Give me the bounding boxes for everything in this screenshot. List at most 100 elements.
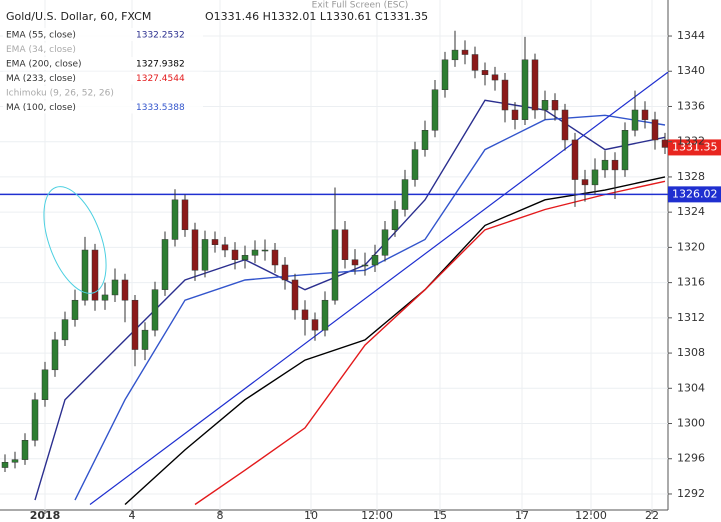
candle-body	[641, 109, 649, 120]
candle-body	[381, 229, 389, 256]
candle-body	[401, 179, 409, 210]
candle-body	[241, 255, 249, 260]
candle-body	[491, 74, 499, 81]
candle-body	[521, 59, 529, 120]
x-tick-label: 22	[645, 509, 659, 522]
candle-body	[321, 299, 329, 331]
legend-value: 1327.4544	[136, 74, 185, 84]
legend-name[interactable]: MA (100, close)	[6, 103, 76, 113]
y-tick-label: 1344	[677, 29, 705, 42]
x-tick-label: 10	[304, 509, 318, 522]
y-tick-label: 1332	[677, 135, 705, 148]
candle-body	[131, 299, 139, 350]
chart-title: Gold/U.S. Dollar, 60, FXCM	[6, 10, 151, 23]
candle-body	[651, 119, 659, 141]
legend-name[interactable]: EMA (55, close)	[6, 31, 76, 41]
candle-body	[101, 294, 109, 301]
candle-body	[461, 49, 469, 55]
candle-body	[351, 259, 359, 266]
legend-name[interactable]: Ichimoku (9, 26, 52, 26)	[6, 89, 114, 99]
candle-body	[341, 229, 349, 260]
candle-body	[201, 239, 209, 271]
hline-price-tag-bg	[668, 186, 721, 203]
candle-body	[481, 70, 489, 76]
candle-body	[91, 249, 99, 301]
x-tick-label: 2018	[30, 509, 61, 522]
y-tick-label: 1328	[677, 170, 705, 183]
candle-body	[1, 462, 9, 468]
last-price-tag: 1331.35	[672, 140, 718, 153]
y-tick-label: 1292	[677, 487, 705, 500]
y-tick-label: 1296	[677, 452, 705, 465]
candle-body	[601, 159, 609, 171]
candle-body	[141, 329, 149, 350]
candle-body	[591, 169, 599, 186]
y-tick-label: 1316	[677, 276, 705, 289]
y-tick-label: 1304	[677, 381, 705, 394]
legend-bg	[3, 86, 103, 99]
legend-bg	[3, 100, 203, 114]
candle-body	[181, 199, 189, 231]
candle-body	[611, 159, 619, 171]
candle-body	[151, 289, 159, 331]
y-tick-label: 1300	[677, 417, 705, 430]
candle-body	[71, 299, 79, 320]
overlay: 1326.02 1331.35	[668, 139, 721, 203]
candle-body	[311, 319, 319, 331]
candle-body	[121, 279, 129, 301]
legend-name[interactable]: MA (233, close)	[6, 74, 76, 84]
candle-body	[371, 255, 379, 266]
legend-name[interactable]: EMA (200, close)	[6, 60, 82, 70]
x-tick-label: 12:00	[361, 509, 393, 522]
trendline	[89, 71, 669, 505]
legend: EMA (55, close) 1332.2532 EMA (34, close) E…	[3, 28, 203, 114]
candle-body	[51, 339, 59, 371]
candle-body	[361, 264, 369, 267]
hline-price-tag: 1326.02	[672, 187, 718, 200]
ellipse-annotation	[43, 186, 107, 294]
legend-bg	[3, 57, 203, 70]
y-tick-label: 1312	[677, 311, 705, 324]
y-tick-label: 1308	[677, 346, 705, 359]
candle-body	[411, 149, 419, 180]
candle-body	[61, 319, 69, 341]
candle-body	[171, 199, 179, 240]
legend-bg	[3, 28, 203, 41]
candle-body	[271, 249, 279, 266]
candle-body	[261, 249, 269, 252]
legend-bg	[3, 42, 103, 56]
exit-fullscreen[interactable]: Exit Full Screen (ESC)	[312, 1, 409, 11]
ohlc-readout: O1331.46 H1332.01 L1330.61 C1331.35	[205, 10, 428, 23]
candle-body	[211, 239, 219, 245]
candle-body	[551, 100, 559, 111]
candle-body	[291, 279, 299, 311]
last-price-tag-bg	[668, 139, 721, 156]
y-tick-label: 1336	[677, 99, 705, 112]
y-tick-label: 1320	[677, 240, 705, 253]
banner-bg	[308, 0, 412, 11]
candle-body	[421, 130, 429, 150]
candle-body	[391, 209, 399, 231]
candle-body	[301, 309, 309, 320]
candle-body	[471, 54, 479, 71]
candle-body	[21, 440, 29, 460]
candle-body	[431, 89, 439, 131]
legend-value: 1332.2532	[136, 31, 185, 41]
x-tick-label: 4	[129, 509, 136, 522]
candle-body	[451, 49, 459, 61]
candle-body	[81, 249, 89, 301]
legend-name[interactable]: EMA (34, close)	[6, 45, 76, 55]
x-tick-label: 15	[433, 509, 447, 522]
y-tick-label: 1324	[677, 205, 705, 218]
candle-body	[331, 229, 339, 301]
candle-body	[281, 264, 289, 281]
x-tick-label: 12:00	[575, 509, 607, 522]
y-tick-label: 1340	[677, 64, 705, 77]
legend-value: 1327.9382	[136, 60, 185, 70]
candle-body	[501, 79, 509, 111]
candle-body	[561, 109, 569, 141]
candle-body	[631, 109, 639, 131]
candle-body	[191, 229, 199, 271]
